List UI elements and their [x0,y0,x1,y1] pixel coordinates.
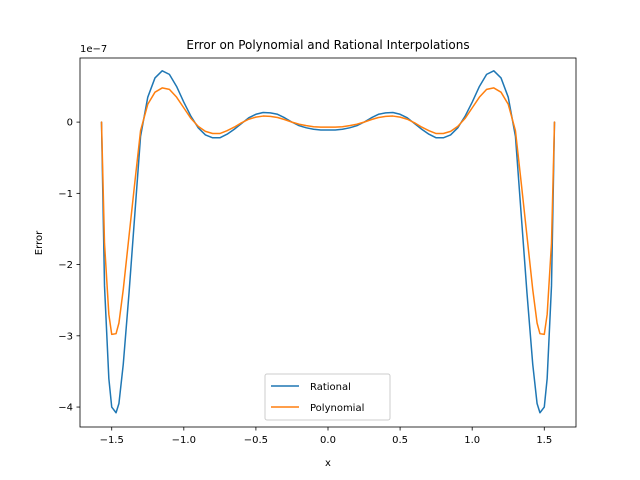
y-tick-label: −3 [58,331,73,342]
y-tick-label: −1 [58,189,73,200]
x-axis-label: x [325,458,331,469]
x-axis-ticks: −1.5 −1.0 −0.5 0.0 0.5 1.0 1.5 [100,427,552,446]
y-tick-label: −2 [58,260,73,271]
legend-label-rational: Rational [310,382,351,393]
x-tick-label: −1.5 [100,435,124,446]
legend: Rational Polynomial [264,373,391,421]
y-axis-label: Error [34,230,45,255]
chart-title: Error on Polynomial and Rational Interpo… [186,38,469,52]
x-tick-label: 0.0 [320,435,336,446]
series-line-polynomial [100,87,556,336]
plot-area: −1.5 −1.0 −0.5 0.0 0.5 1.0 1.5 0 −1 −2 −3 −4 [58,57,577,446]
series-line-rational [100,70,556,414]
y-offset-label: 1e−7 [80,44,107,55]
x-tick-label: 1.5 [536,435,552,446]
y-axis-ticks: 0 −1 −2 −3 −4 [58,118,80,414]
x-tick-label: 0.5 [392,435,408,446]
x-tick-label: 1.0 [464,435,480,446]
y-tick-label: −4 [58,403,73,414]
y-tick-label: 0 [67,118,73,129]
series-layer [100,70,556,414]
x-tick-label: −0.5 [244,435,268,446]
legend-label-polynomial: Polynomial [310,403,364,414]
axes-frame [79,57,577,428]
x-tick-label: −1.0 [172,435,196,446]
